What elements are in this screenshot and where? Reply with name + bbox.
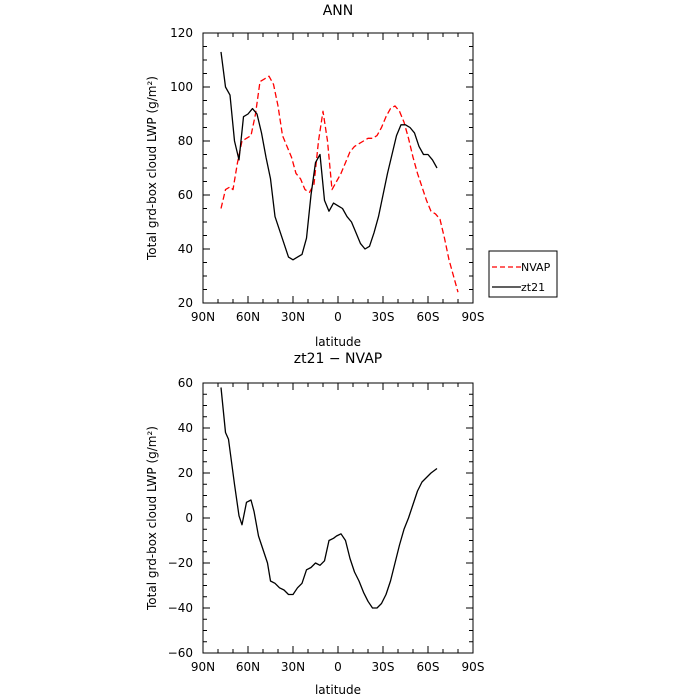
series-lines <box>220 387 438 609</box>
y-tick-label: 120 <box>170 26 193 40</box>
x-tick-label: 90N <box>191 310 215 324</box>
x-axis-label: latitude <box>315 683 361 697</box>
x-axis-label: latitude <box>315 335 361 349</box>
series-line-nvap <box>220 75 459 293</box>
x-tick-label: 30N <box>281 310 305 324</box>
x-tick-label: 60N <box>236 660 260 674</box>
chart-title: ANN <box>323 3 354 19</box>
x-tick-label: 0 <box>334 310 342 324</box>
y-axis-label: Total grd-box cloud LWP (g/m²) <box>145 426 159 611</box>
y-tick-label: 60 <box>178 188 193 202</box>
y-axis-label: Total grd-box cloud LWP (g/m²) <box>145 76 159 261</box>
chart-bottom: zt21 − NVAP 90N 60N 30N 0 30S 60S 90S −60 −40 −20… <box>145 351 484 697</box>
x-tick-label: 30S <box>372 310 395 324</box>
series-line-zt21 <box>220 51 438 261</box>
legend-label-nvap: NVAP <box>521 261 551 274</box>
y-tick-label: 60 <box>178 376 193 390</box>
x-tick-label: 90S <box>462 660 485 674</box>
y-tick-label: 40 <box>178 242 193 256</box>
plot-frame <box>202 32 474 304</box>
axis-ticks: 90N 60N 30N 0 30S 60S 90S 20 40 60 80 100 120 <box>170 26 484 324</box>
x-tick-label: 0 <box>334 660 342 674</box>
y-tick-label: −60 <box>168 646 193 660</box>
x-tick-label: 60S <box>417 660 440 674</box>
y-tick-label: 40 <box>178 421 193 435</box>
y-tick-label: 80 <box>178 134 193 148</box>
legend-label-zt21: zt21 <box>521 281 545 294</box>
y-tick-label: 20 <box>178 296 193 310</box>
y-tick-label: 20 <box>178 466 193 480</box>
axis-ticks: 90N 60N 30N 0 30S 60S 90S −60 −40 −20 0 20 40 60 <box>168 376 485 674</box>
y-tick-label: 100 <box>170 80 193 94</box>
series-lines <box>220 51 459 293</box>
x-tick-label: 60S <box>417 310 440 324</box>
legend-box <box>488 250 558 298</box>
y-tick-label: 0 <box>185 511 193 525</box>
x-tick-label: 90N <box>191 660 215 674</box>
legend: NVAP zt21 <box>488 250 558 298</box>
chart-title: zt21 − NVAP <box>294 351 382 367</box>
x-tick-label: 30S <box>372 660 395 674</box>
y-tick-label: −20 <box>168 556 193 570</box>
x-tick-label: 60N <box>236 310 260 324</box>
y-tick-label: −40 <box>168 601 193 615</box>
chart-top: ANN 90N 60N 30N 0 30S 60S 90S 20 40 60 80 100 120 la… <box>145 3 558 349</box>
x-tick-label: 30N <box>281 660 305 674</box>
series-line-difference <box>220 387 438 609</box>
x-tick-label: 90S <box>462 310 485 324</box>
